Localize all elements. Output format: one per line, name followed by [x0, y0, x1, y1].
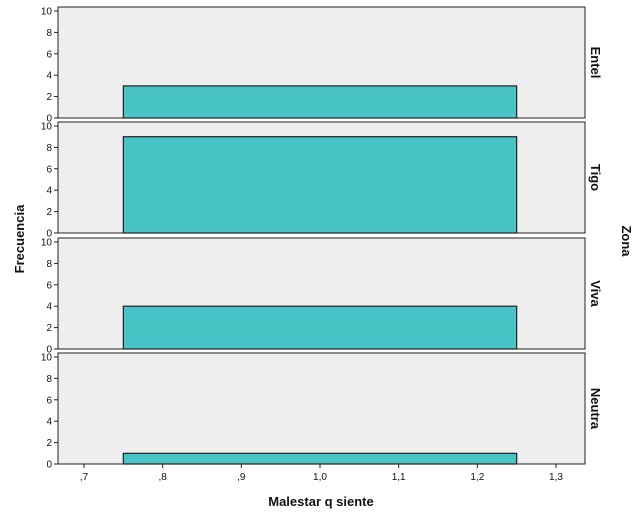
x-axis-title: Malestar q siente [268, 494, 374, 509]
y-tick-label: 2 [46, 323, 52, 334]
panel-label: Neutra [588, 388, 603, 430]
y-tick-label: 10 [41, 122, 53, 133]
y-tick-label: 10 [41, 7, 53, 18]
y-tick-label: 4 [46, 417, 52, 428]
x-tick-label: ,8 [158, 472, 167, 483]
panels: 0 2 4 6 8 10 Entel 0 2 4 6 8 10 Tigo 0 2 4 6 8 10 Viva 0 2 4 6 8 1… [41, 6, 603, 483]
y-tick-label: 4 [46, 71, 52, 82]
y-tick-label: 0 [46, 460, 52, 471]
y-tick-label: 10 [41, 353, 53, 364]
y-tick-label: 0 [46, 114, 52, 125]
x-tick-label: 1,3 [549, 472, 563, 483]
x-tick-label: ,7 [80, 472, 89, 483]
y-tick-label: 6 [46, 49, 52, 60]
x-tick-label: 1,2 [470, 472, 484, 483]
panel-label: Viva [588, 280, 603, 307]
bar [122, 305, 518, 350]
bar [122, 85, 518, 119]
y-tick-label: 6 [46, 280, 52, 291]
y-tick-label: 0 [46, 345, 52, 356]
panel-label: Tigo [588, 164, 603, 191]
x-tick-label: 1,0 [313, 472, 327, 483]
bar [122, 136, 518, 234]
y-axis-title: Frecuencia [12, 204, 27, 273]
bar [122, 452, 518, 465]
y-tick-label: 6 [46, 164, 52, 175]
y-tick-label: 2 [46, 207, 52, 218]
x-tick-label: 1,1 [392, 472, 406, 483]
x-tick-label: ,9 [237, 472, 246, 483]
y-tick-label: 6 [46, 395, 52, 406]
y-tick-label: 8 [46, 259, 52, 270]
panel-label: Entel [588, 47, 603, 79]
y-tick-label: 8 [46, 28, 52, 39]
y-tick-label: 8 [46, 143, 52, 154]
y-tick-label: 10 [41, 238, 53, 249]
y-tick-label: 2 [46, 438, 52, 449]
y-tick-label: 0 [46, 229, 52, 240]
y-tick-label: 4 [46, 186, 52, 197]
y-tick-label: 8 [46, 374, 52, 385]
y-tick-label: 4 [46, 302, 52, 313]
panel-background [57, 352, 586, 465]
y-tick-label: 2 [46, 92, 52, 103]
facet-title: Zona [619, 225, 634, 257]
